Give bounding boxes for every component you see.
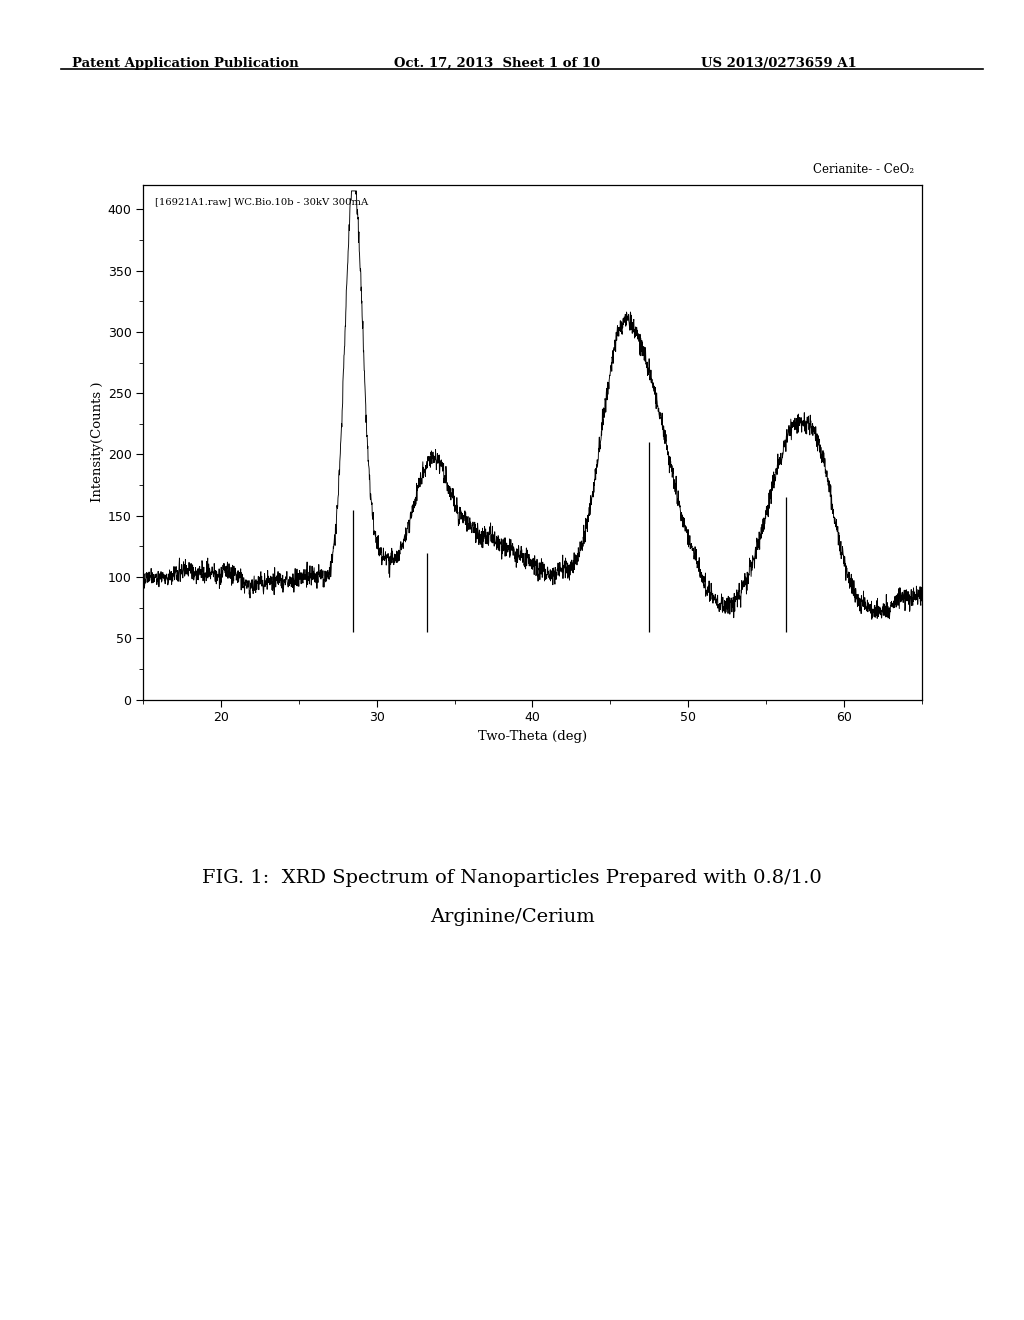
Text: FIG. 1:  XRD Spectrum of Nanoparticles Prepared with 0.8/1.0: FIG. 1: XRD Spectrum of Nanoparticles Pr… [202, 869, 822, 887]
Text: Cerianite- - CeO₂: Cerianite- - CeO₂ [813, 162, 913, 176]
Text: Arginine/Cerium: Arginine/Cerium [430, 908, 594, 927]
Text: US 2013/0273659 A1: US 2013/0273659 A1 [701, 57, 857, 70]
X-axis label: Two-Theta (deg): Two-Theta (deg) [478, 730, 587, 743]
Text: [16921A1.raw] WC.Bio.10b - 30kV 300mA: [16921A1.raw] WC.Bio.10b - 30kV 300mA [155, 198, 369, 207]
Text: Patent Application Publication: Patent Application Publication [72, 57, 298, 70]
Text: Oct. 17, 2013  Sheet 1 of 10: Oct. 17, 2013 Sheet 1 of 10 [394, 57, 600, 70]
Y-axis label: Intensity(Counts ): Intensity(Counts ) [90, 381, 103, 503]
